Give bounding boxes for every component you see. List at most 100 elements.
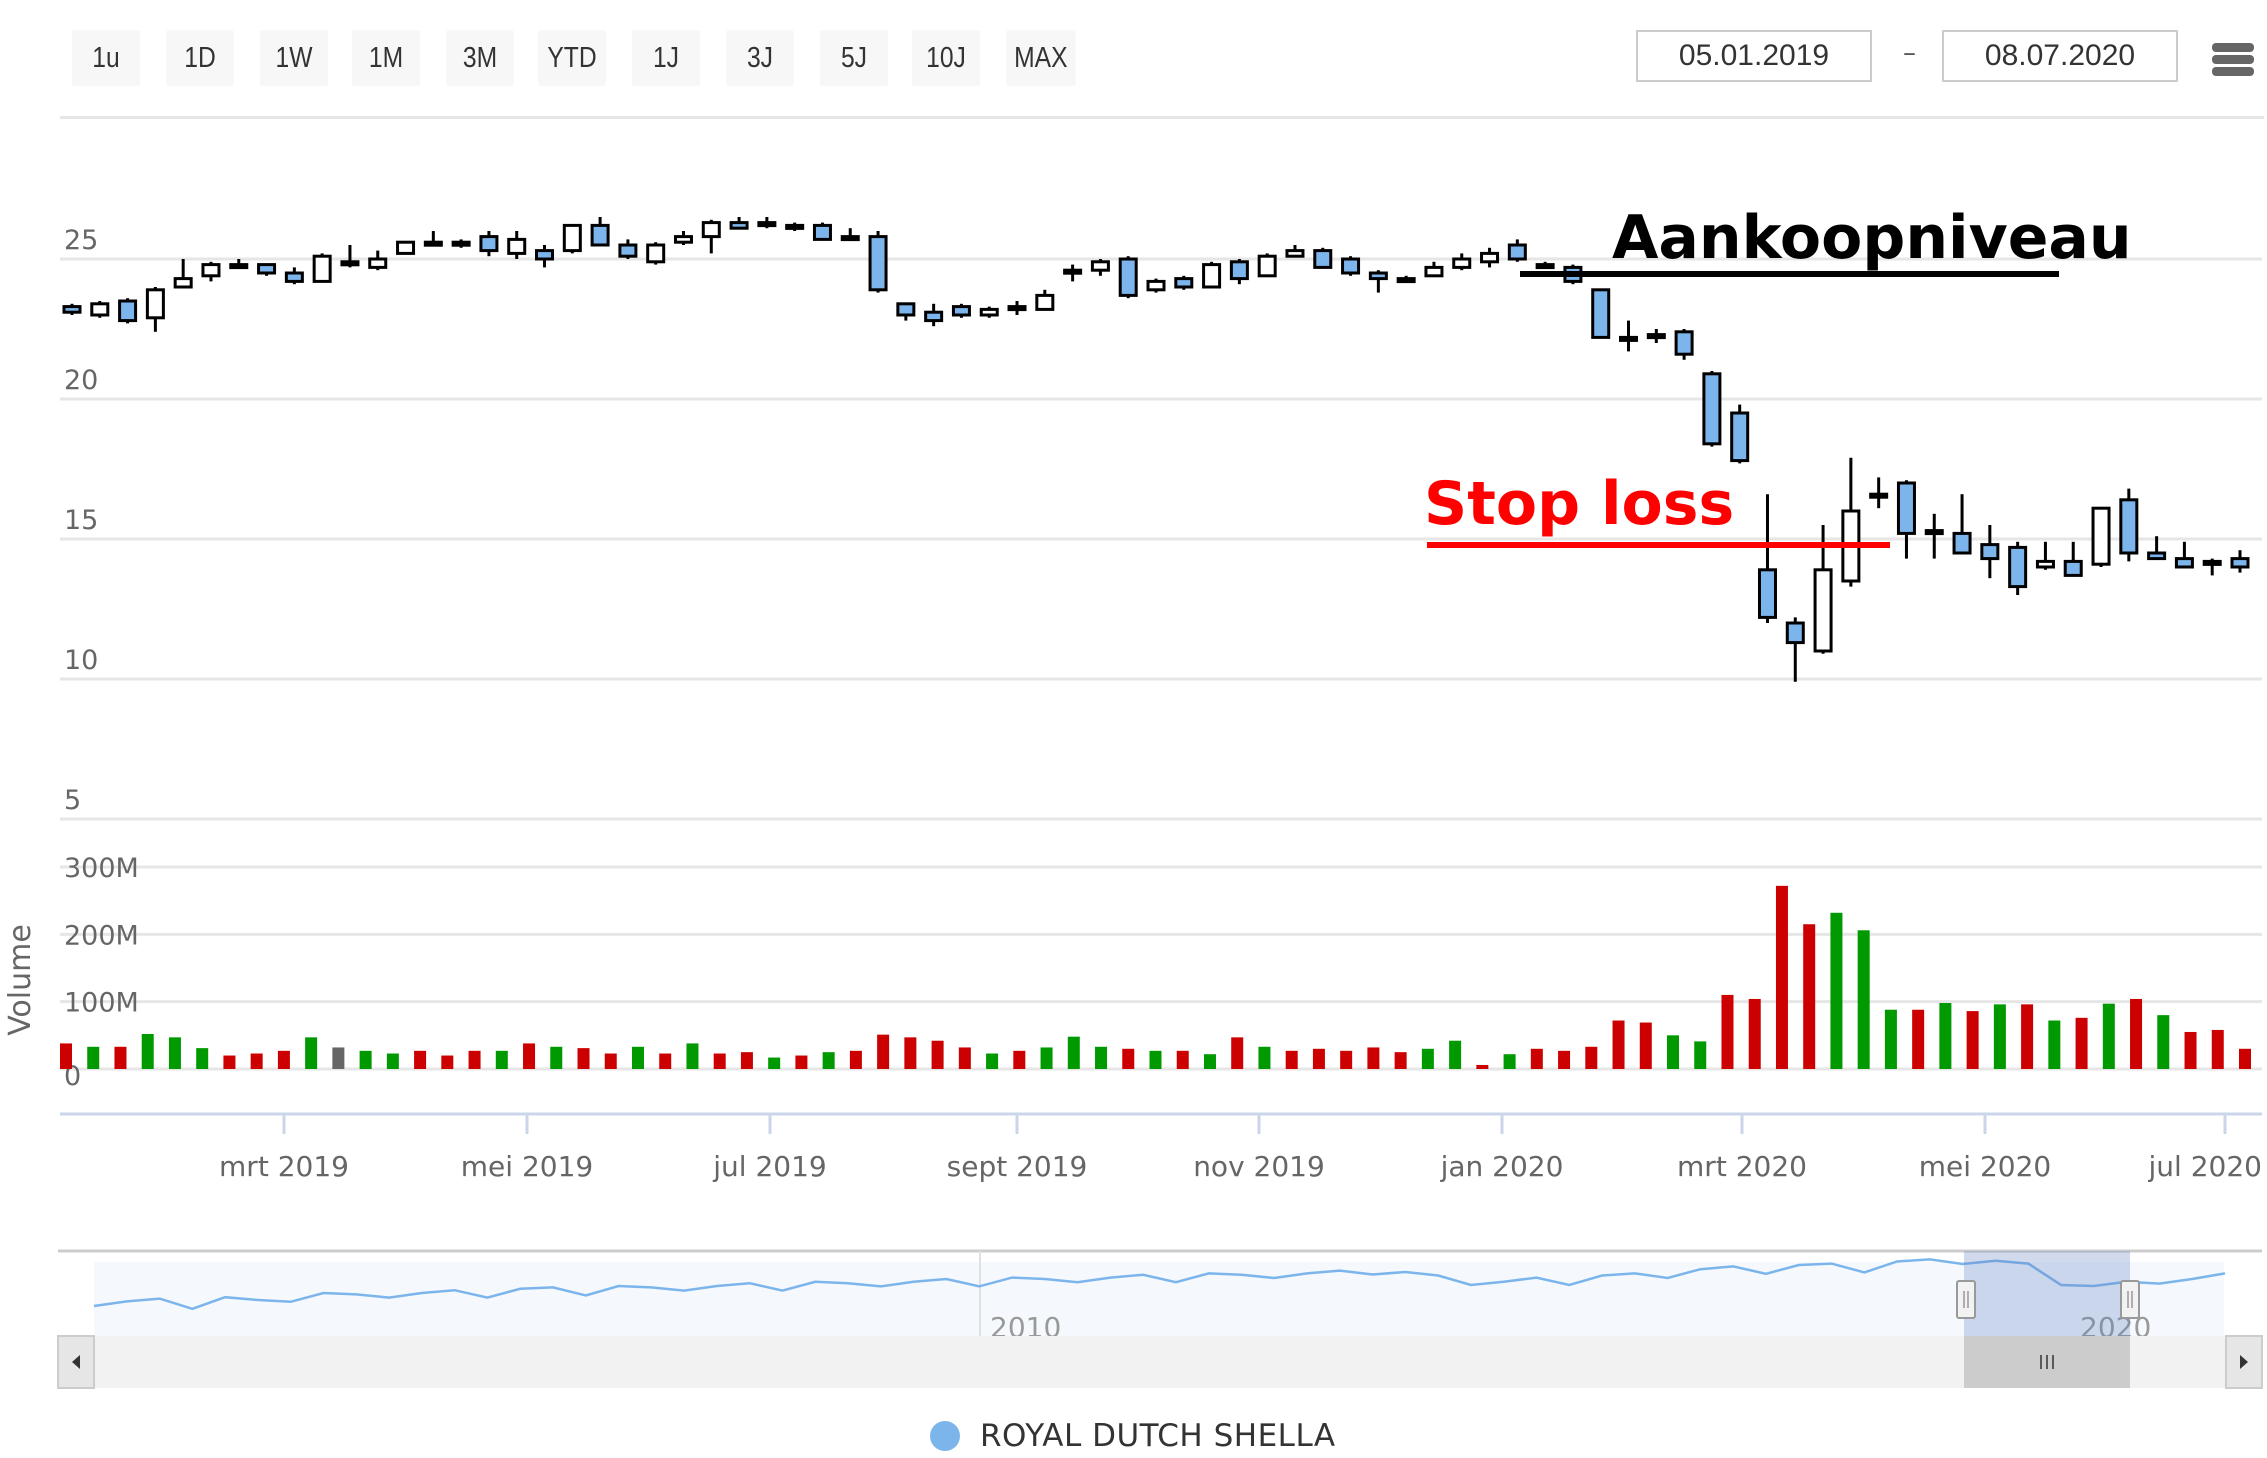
candle [673, 231, 693, 245]
volume-bar [1612, 1020, 1625, 1069]
volume-bar [550, 1046, 563, 1069]
volume-bar [1340, 1050, 1353, 1069]
candle [1785, 617, 1805, 682]
x-axis: mrt 2019 mei 2019 jul 2019 sept 2019 nov 201… [60, 1112, 2262, 1183]
candle [479, 231, 499, 257]
scroll-right-button[interactable] [2225, 1335, 2263, 1389]
price-tick-label: 25 [64, 225, 98, 256]
candle [896, 302, 916, 321]
volume-bar [1013, 1050, 1026, 1069]
volume-bar [1122, 1048, 1135, 1069]
candle [1869, 477, 1889, 509]
volume-bar [2048, 1020, 2061, 1069]
date-to-input[interactable]: 08.07.2020 [1942, 30, 2178, 82]
volume-bar [1721, 994, 1734, 1069]
range-button-1d[interactable]: 1D [166, 30, 234, 86]
scrollbar-thumb[interactable] [1964, 1336, 2130, 1388]
volume-bar [2184, 1031, 2197, 1069]
candlestick-series [62, 217, 2250, 682]
volume-bar [168, 1037, 181, 1069]
range-button-10j[interactable]: 10J [912, 30, 980, 86]
candle [1452, 253, 1472, 271]
annotations: Aankoopniveau Stop loss [1424, 203, 2132, 548]
legend-item-royal-dutch-shell[interactable]: ROYAL DUTCH SHELLA [930, 1418, 1336, 1454]
volume-bar [931, 1040, 944, 1069]
volume-bar [87, 1046, 100, 1069]
volume-bar [523, 1043, 536, 1069]
navigator-handle-left[interactable] [1956, 1280, 1976, 1319]
volume-bar [1449, 1040, 1462, 1069]
candle [1007, 301, 1027, 315]
x-tick-label: mrt 2019 [219, 1150, 349, 1183]
volume-bar [1803, 924, 1816, 1069]
candle [173, 259, 193, 289]
candle [2008, 541, 2028, 595]
volume-bar [250, 1053, 263, 1069]
candle [396, 240, 416, 255]
volume-bar [2157, 1015, 2170, 1069]
volume-bar [1040, 1047, 1053, 1069]
range-button-1u[interactable]: 1u [72, 30, 140, 86]
candle [1591, 288, 1611, 339]
candle [2091, 506, 2111, 567]
volume-bar [1067, 1036, 1080, 1069]
navigator-handle-right[interactable] [2120, 1280, 2140, 1319]
candle [284, 267, 304, 285]
volume-bar [2130, 998, 2143, 1069]
volume-bar [849, 1050, 862, 1069]
navigator-selection[interactable] [1964, 1251, 2130, 1348]
volume-bar [1939, 1003, 1952, 1069]
volume-bar [822, 1052, 835, 1069]
x-tick-label: mrt 2020 [1677, 1150, 1807, 1183]
hamburger-menu-icon[interactable] [2212, 43, 2254, 77]
candle [62, 303, 82, 315]
candle [1035, 289, 1055, 311]
volume-bar [1585, 1046, 1598, 1069]
volume-bar [1912, 1009, 1925, 1069]
candle [1368, 270, 1388, 293]
price-tick-label: 20 [64, 365, 98, 396]
date-from-input[interactable]: 05.01.2019 [1636, 30, 1872, 82]
volume-bar [659, 1053, 672, 1069]
candle [1952, 494, 1972, 555]
volume-bar [1993, 1004, 2006, 1069]
range-button-ytd[interactable]: YTD [538, 30, 606, 86]
range-button-1j[interactable]: 1J [632, 30, 700, 86]
navigator-series-line [93, 1258, 2226, 1311]
candle [1174, 275, 1194, 290]
x-tick-label: jul 2020 [2148, 1150, 2262, 1183]
range-button-3j[interactable]: 3J [726, 30, 794, 86]
volume-bar [2211, 1029, 2224, 1069]
legend-label: ROYAL DUTCH SHELLA [980, 1418, 1336, 1454]
volume-bar [1530, 1048, 1543, 1069]
navigator[interactable]: 2010 2020 [57, 1249, 2263, 1389]
candle [1480, 247, 1500, 268]
scrollbar-track[interactable] [58, 1336, 2262, 1388]
volume-bar [795, 1055, 808, 1069]
candle [368, 250, 388, 271]
candle [1980, 525, 2000, 579]
candle [2063, 541, 2083, 577]
volume-bar [1421, 1048, 1434, 1069]
range-button-5j[interactable]: 5J [820, 30, 888, 86]
volume-bar [1367, 1047, 1380, 1069]
volume-tick-label: 100M [64, 988, 139, 1019]
volume-bar [1639, 1022, 1652, 1069]
volume-bar [1394, 1052, 1407, 1069]
volume-bar [986, 1053, 999, 1069]
range-button-max[interactable]: MAX [1006, 30, 1076, 86]
range-button-1m[interactable]: 1M [352, 30, 420, 86]
candle [840, 228, 860, 242]
candle [1063, 264, 1083, 282]
candle [701, 219, 721, 254]
candle [451, 239, 471, 248]
candle [1118, 256, 1138, 299]
candle [1424, 261, 1444, 278]
scroll-left-button[interactable] [57, 1335, 95, 1389]
candle [340, 245, 360, 268]
range-button-1w[interactable]: 1W [260, 30, 328, 86]
candle [590, 217, 610, 247]
candle [1674, 329, 1694, 360]
range-button-3m[interactable]: 3M [446, 30, 514, 86]
